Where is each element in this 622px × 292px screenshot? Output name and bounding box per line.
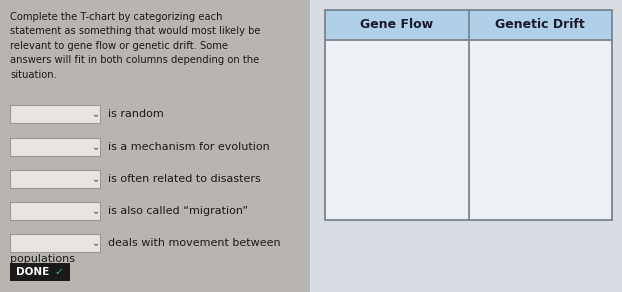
Text: is also called “migration”: is also called “migration”: [108, 206, 248, 216]
Bar: [325, 10, 612, 220]
Text: ⌄: ⌄: [92, 174, 100, 184]
Text: Gene Flow: Gene Flow: [360, 18, 434, 32]
Bar: [10, 263, 70, 281]
Text: DONE: DONE: [16, 267, 49, 277]
Text: is random: is random: [108, 109, 164, 119]
Text: deals with movement between: deals with movement between: [108, 238, 281, 248]
Text: ⌄: ⌄: [92, 109, 100, 119]
Text: Complete the T-chart by categorizing each
statement as something that would most: Complete the T-chart by categorizing eac…: [10, 12, 261, 80]
Text: ⌄: ⌄: [92, 142, 100, 152]
Text: ✓: ✓: [55, 267, 63, 277]
Text: is a mechanism for evolution: is a mechanism for evolution: [108, 142, 270, 152]
Text: ⌄: ⌄: [92, 238, 100, 248]
Bar: [0, 0, 310, 292]
Bar: [10, 234, 100, 252]
Bar: [10, 105, 100, 123]
Text: ⌄: ⌄: [92, 206, 100, 216]
Bar: [325, 10, 612, 40]
Bar: [325, 40, 612, 220]
Text: populations: populations: [10, 254, 75, 264]
Text: is often related to disasters: is often related to disasters: [108, 174, 261, 184]
Bar: [10, 138, 100, 156]
Bar: [10, 202, 100, 220]
Text: Genetic Drift: Genetic Drift: [495, 18, 585, 32]
Bar: [10, 170, 100, 188]
